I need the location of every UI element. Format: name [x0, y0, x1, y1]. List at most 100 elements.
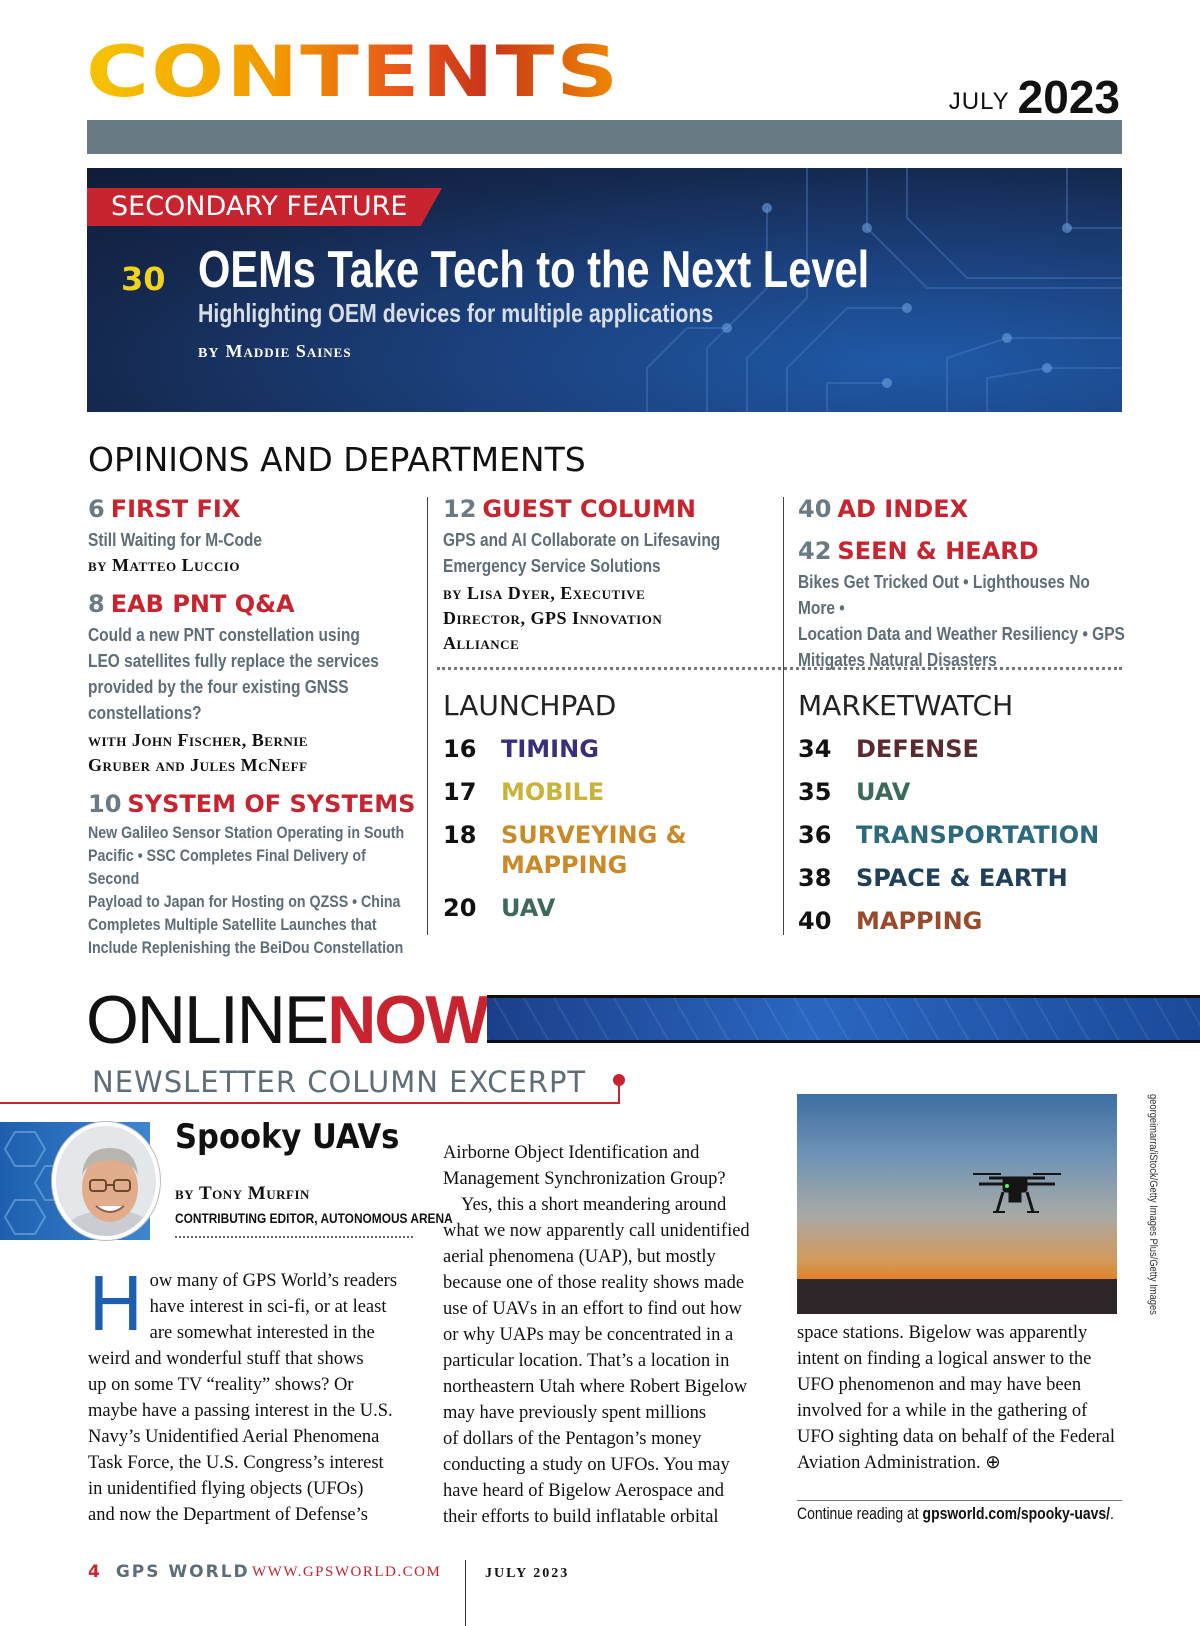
dept-system-of-systems[interactable]: 10 SYSTEM OF SYSTEMS: [88, 790, 416, 818]
launchpad-item-page: 16: [443, 735, 477, 763]
dept-desc: Still Waiting for M-Code: [88, 530, 262, 550]
article-column-3: space stations. Bigelow was apparently in…: [797, 1320, 1127, 1476]
marketwatch-item-page: 34: [798, 735, 832, 763]
footer-url[interactable]: WWW.GPSWORLD.COM: [252, 1564, 442, 1580]
dept-byline: by Matteo Luccio: [88, 555, 240, 575]
article-line: use of UAVs in an effort to find out how: [443, 1299, 742, 1319]
article-line: aerial phenomena (UAP), but mostly: [443, 1247, 716, 1267]
opinions-column-2: 12 GUEST COLUMN GPS and AI Collaborate on…: [443, 495, 743, 656]
launchpad-item-title: SURVEYING &: [501, 821, 687, 849]
launchpad-item-title: UAV: [501, 894, 556, 922]
article-line: in unidentified flying objects (UFOs): [88, 1479, 364, 1499]
article-line: because one of those reality shows made: [443, 1273, 745, 1293]
author-avatar: [52, 1122, 160, 1240]
dept-first-fix[interactable]: 6 FIRST FIX: [88, 495, 241, 523]
article-column-2: Airborne Object Identification and Manage…: [443, 1140, 773, 1530]
article-line: Navy’s Unidentified Aerial Phenomena: [88, 1427, 380, 1447]
article-line: have interest in sci-fi, or at least: [149, 1297, 387, 1317]
section-rule-tick: [618, 1080, 620, 1104]
article-line: intent on finding a logical answer to th…: [797, 1349, 1092, 1369]
section-rule: [0, 1102, 620, 1104]
marketwatch-item-title: TRANSPORTATION: [856, 821, 1100, 849]
dept-ad-index[interactable]: 40 AD INDEX: [798, 495, 969, 523]
continue-reading-link[interactable]: gpsworld.com/spooky-uavs/: [922, 1504, 1111, 1523]
section-rule-dot: [613, 1074, 625, 1086]
article-line: conducting a study on UFOs. You may: [443, 1455, 730, 1475]
photo-credit: georgeimarra/iStock/Getty Images Plus/Ge…: [1147, 1094, 1159, 1315]
footer-date: JULY 2023: [485, 1566, 570, 1581]
article-line: UFO sighting data on behalf of the Feder…: [797, 1427, 1116, 1447]
column-byline: by Tony Murfin: [175, 1183, 310, 1204]
article-line: their efforts to build inflatable orbita…: [443, 1507, 719, 1527]
contents-title: CONTENTS: [86, 31, 621, 114]
issue-date: JULY 2023: [949, 70, 1120, 124]
issue-month: JULY: [948, 88, 1010, 115]
launchpad-item-title: MOBILE: [501, 778, 605, 806]
article-column-1: H ow many of GPS World’s readers have int…: [88, 1268, 413, 1528]
dept-desc: GPS and AI Collaborate on Lifesaving Emer…: [443, 530, 721, 576]
column-divider: [427, 497, 428, 935]
launchpad-item-page: 17: [443, 778, 477, 806]
dept-byline: with John Fischer, Bernie Gruber and Jule…: [88, 730, 308, 775]
marketwatch-item-page: 36: [798, 821, 832, 849]
dotted-divider: [437, 667, 1122, 670]
column-title[interactable]: Spooky UAVs: [175, 1117, 400, 1157]
article-line: UFO phenomenon and may have been: [797, 1375, 1082, 1395]
feature-byline: BY Maddie Saines: [198, 341, 352, 362]
feature-subtitle: Highlighting OEM devices for multiple ap…: [198, 298, 714, 328]
marketwatch-label: MARKETWATCH: [798, 689, 1014, 722]
feature-tag: SECONDARY FEATURE: [87, 188, 442, 226]
marketwatch-item-title: MAPPING: [856, 907, 983, 935]
header-divider-bar: [87, 120, 1122, 154]
article-line: particular location. That’s a location i…: [443, 1351, 730, 1371]
byline-author: Maddie Saines: [225, 341, 352, 361]
article-line: and now the Department of Defense’s: [88, 1505, 368, 1525]
opinions-column-3: 40 AD INDEX 42 SEEN & HEARD Bikes Get Tric…: [798, 495, 1128, 673]
byline-by: BY: [198, 346, 220, 361]
article-line: Airborne Object Identification and: [443, 1143, 700, 1163]
dept-eab-pnt-qa[interactable]: 8 EAB PNT Q&A: [88, 590, 295, 618]
article-line: of dollars of the Pentagon’s money: [443, 1429, 702, 1449]
footer-divider: [465, 1560, 466, 1626]
article-line: maybe have a passing interest in the U.S…: [88, 1401, 393, 1421]
article-line: what we now apparently call unidentified: [443, 1221, 750, 1241]
opinions-column-1: 6 FIRST FIX Still Waiting for M-Code by M…: [88, 495, 416, 960]
marketwatch-item-page: 38: [798, 864, 832, 892]
newsletter-section-heading: NEWSLETTER COLUMN EXCERPT: [92, 1065, 587, 1099]
launchpad-item-title: TIMING: [501, 735, 599, 763]
online-now-heading: ONLINENOW: [86, 982, 489, 1058]
article-line: ow many of GPS World’s readers: [149, 1271, 398, 1291]
issue-year: 2023: [1017, 71, 1120, 123]
footer-magazine: 4 GPS WORLD: [88, 1562, 250, 1582]
drone-sunset-photo: [797, 1094, 1117, 1314]
drop-cap: H: [88, 1262, 144, 1348]
article-line: Aviation Administration. ⊕: [797, 1453, 1001, 1473]
marketwatch-item-title: UAV: [856, 778, 911, 806]
continue-rule: [797, 1500, 1122, 1501]
article-line: are somewhat interested in the: [149, 1323, 375, 1343]
secondary-feature-banner[interactable]: SECONDARY FEATURE 30 OEMs Take Tech to t…: [87, 168, 1122, 412]
article-line: Management Synchronization Group?: [443, 1169, 726, 1189]
marketwatch-item-page: 40: [798, 907, 832, 935]
column-divider: [783, 497, 784, 935]
launchpad-item-page: 18: [443, 821, 477, 849]
dept-guest-column[interactable]: 12 GUEST COLUMN: [443, 495, 696, 523]
online-now-banner-graphic: [487, 995, 1200, 1043]
page-number: 4: [88, 1562, 102, 1582]
feature-title[interactable]: OEMs Take Tech to the Next Level: [198, 241, 870, 299]
marketwatch-item-title: DEFENSE: [856, 735, 979, 763]
article-line: may have previously spent millions: [443, 1403, 707, 1423]
article-line: up on some TV “reality” shows? Or: [88, 1375, 354, 1395]
dept-seen-heard[interactable]: 42 SEEN & HEARD: [798, 537, 1039, 565]
article-line: space stations. Bigelow was apparently: [797, 1323, 1088, 1343]
dept-desc: New Galileo Sensor Station Operating in …: [88, 824, 405, 957]
column-author-role: CONTRIBUTING EDITOR, AUTONOMOUS ARENA: [175, 1210, 453, 1226]
launchpad-item-title-cont: MAPPING: [501, 851, 628, 879]
article-line: have heard of Bigelow Aerospace and: [443, 1481, 724, 1501]
continue-reading: Continue reading at gpsworld.com/spooky-…: [797, 1504, 1114, 1523]
feature-page-number: 30: [121, 260, 166, 298]
opinions-heading: OPINIONS AND DEPARTMENTS: [88, 440, 586, 479]
marketwatch-item-title: SPACE & EARTH: [856, 864, 1068, 892]
dept-desc: Bikes Get Tricked Out • Lighthouses No M…: [798, 572, 1125, 670]
marketwatch-item-page: 35: [798, 778, 832, 806]
